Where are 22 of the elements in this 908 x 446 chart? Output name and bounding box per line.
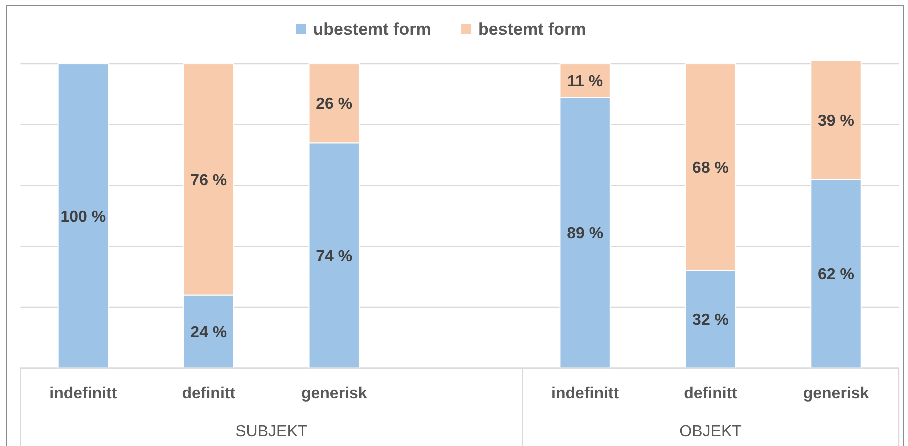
- data-label: 74 %: [316, 248, 353, 266]
- legend-label: ubestemt form: [313, 20, 432, 39]
- x-tick-label: indefinitt: [552, 386, 620, 403]
- data-label: 39 %: [818, 112, 854, 130]
- x-tick-label: generisk: [803, 386, 870, 403]
- text: SUBJEKT: [236, 424, 308, 441]
- bar: [58, 64, 110, 369]
- text: OBJEKT: [680, 424, 742, 441]
- x-tick-label: definitt: [684, 386, 738, 403]
- data-label: 11 %: [568, 73, 604, 90]
- data-label: 76 %: [190, 172, 228, 190]
- data-label: 24 %: [190, 324, 228, 342]
- x-tick-label: definitt: [182, 386, 236, 403]
- data-label: 26 %: [316, 96, 353, 114]
- data-label: 68 %: [692, 160, 730, 178]
- data-label: 89 %: [567, 226, 604, 243]
- x-tick-label: indefinitt: [50, 386, 118, 403]
- x-tick-label: generisk: [301, 386, 368, 403]
- data-label: 100 %: [60, 208, 106, 226]
- data-label: 62 %: [818, 266, 854, 284]
- data-label: 32 %: [692, 312, 730, 330]
- legend-label: bestemt form: [478, 20, 586, 39]
